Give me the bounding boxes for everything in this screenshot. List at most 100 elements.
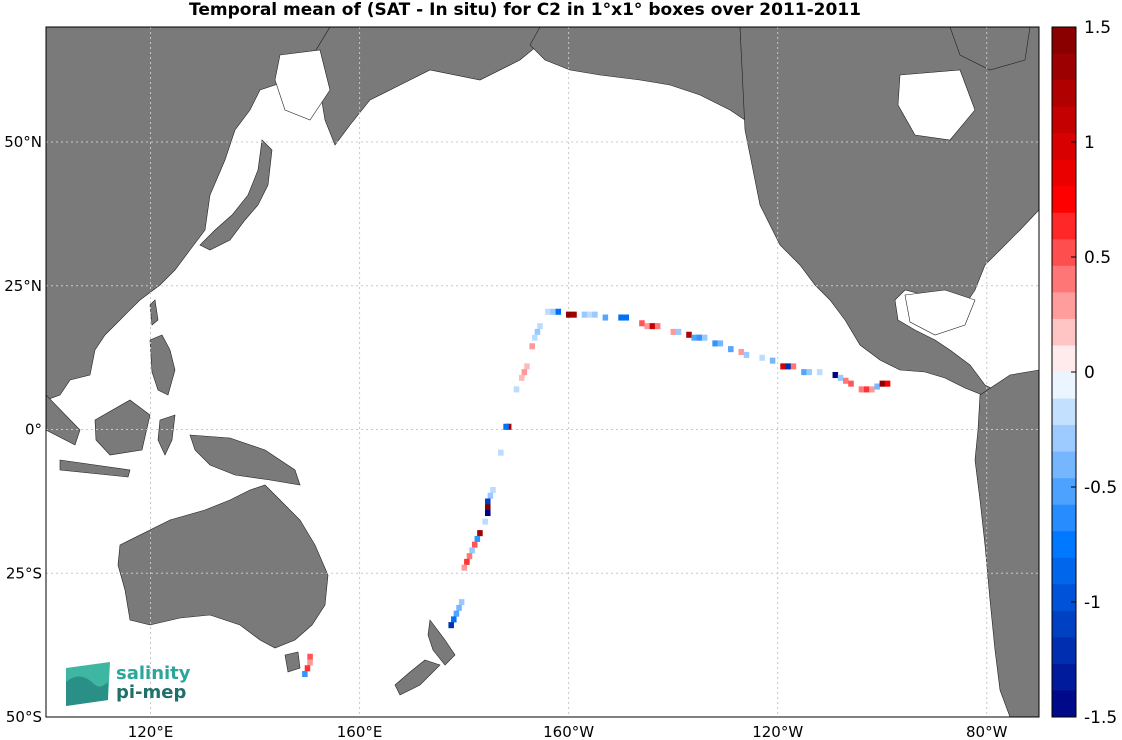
data-cell [566,311,572,318]
data-cell [469,547,475,554]
data-cell [503,423,509,430]
arctic-islands [949,27,1031,71]
data-cell [571,311,577,318]
data-cell [780,363,786,370]
data-cell [456,604,462,611]
colorbar-segment [1052,80,1076,108]
data-cell [448,622,454,629]
data-cell [487,492,494,499]
data-cell [524,363,530,370]
data-cell [485,504,491,511]
data-cell [453,610,460,617]
colorbar-segment [1052,398,1076,426]
data-cell [874,383,880,390]
tasmania-island [284,651,301,673]
data-cell [485,510,491,517]
colorbar-segment [1052,106,1076,134]
data-cell [769,357,776,364]
data-cell [686,331,692,338]
new-zealand-south-island [394,659,441,696]
lat-tick-label: 0° [25,421,42,439]
data-cell [451,616,457,623]
data-cell [307,659,313,666]
japan-islands [199,139,273,251]
data-cell [513,386,520,393]
data-cell [785,363,792,370]
data-cell [555,308,562,315]
data-cell [884,380,891,387]
salinity-pimep-logo: salinity pi-mep [66,662,191,706]
data-cell [696,334,703,341]
colorbar-segment [1052,239,1076,267]
colorbar-tick-label: -1 [1084,593,1101,613]
lat-tick-label: 50°N [4,133,42,151]
australia-landmass [117,484,329,649]
graticule [46,27,1039,717]
hudson-bay [897,69,976,141]
data-cell [858,386,865,393]
data-cell [532,334,538,341]
data-cell [618,314,624,321]
colorbar [1051,26,1077,718]
data-cell [790,363,797,370]
data-cell [863,386,870,393]
colorbar-segment [1052,557,1076,585]
colorbar-tick-label: -0.5 [1084,478,1117,498]
data-cell [712,340,718,347]
data-cell [498,449,504,456]
latitude-labels: 50°N 25°N 0° 25°S 50°S [4,133,42,726]
colorbar-tick-label: 1 [1084,133,1095,153]
data-cell [654,323,661,330]
taiwan-island [149,299,159,326]
colorbar-segment [1052,186,1076,214]
colorbar-segment [1052,265,1076,293]
colorbar-segment [1052,690,1076,718]
logo-line2: pi-mep [116,682,186,703]
colorbar-segment [1052,610,1076,638]
colorbar-segment [1052,318,1076,346]
colorbar-segment [1052,478,1076,506]
data-cell [675,328,682,335]
data-cell [518,374,525,381]
data-cell [806,369,812,376]
longitude-labels: 120°E 160°E 160°W 120°W 80°W [128,723,1008,740]
data-cell [759,354,765,361]
colorbar-segment [1052,584,1076,612]
colorbar-segment [1052,425,1076,453]
data-cell [728,346,734,353]
colorbar-segment [1052,53,1076,81]
data-cell [691,334,697,341]
data-cell [869,386,875,393]
lat-tick-label: 25°N [4,277,42,295]
colorbar-segment [1052,663,1076,691]
data-cell [545,308,551,315]
new-zealand-north-island [427,619,456,666]
colorbar-tick-label: 0.5 [1084,248,1111,268]
sumatra-island [46,394,81,446]
data-cell [477,530,483,537]
inland-water [274,49,976,336]
java-island [59,459,131,478]
philippines-islands [149,334,176,396]
data-cell [482,518,488,525]
data-cell [701,334,708,341]
data-cell [639,320,645,327]
lon-tick-label: 80°W [966,723,1008,740]
data-cell [458,599,465,606]
colorbar-segment [1052,212,1076,240]
data-cell [848,380,854,387]
data-cell [602,314,609,321]
new-guinea-island [189,434,301,486]
map-frame [45,26,1040,718]
colorbar-segment [1052,372,1076,400]
data-cell [879,380,886,387]
data-cell [474,535,481,542]
data-cell [743,351,750,358]
colorbar-tick-labels: 1.5 1 0.5 0 -0.5 -1 -1.5 [1071,18,1117,728]
data-cell [592,311,598,318]
data-cell [670,328,677,335]
data-cell [644,323,650,330]
asia-landmass [46,27,331,401]
figure-title: Temporal mean of (SAT - In situ) for C2 … [189,0,861,20]
